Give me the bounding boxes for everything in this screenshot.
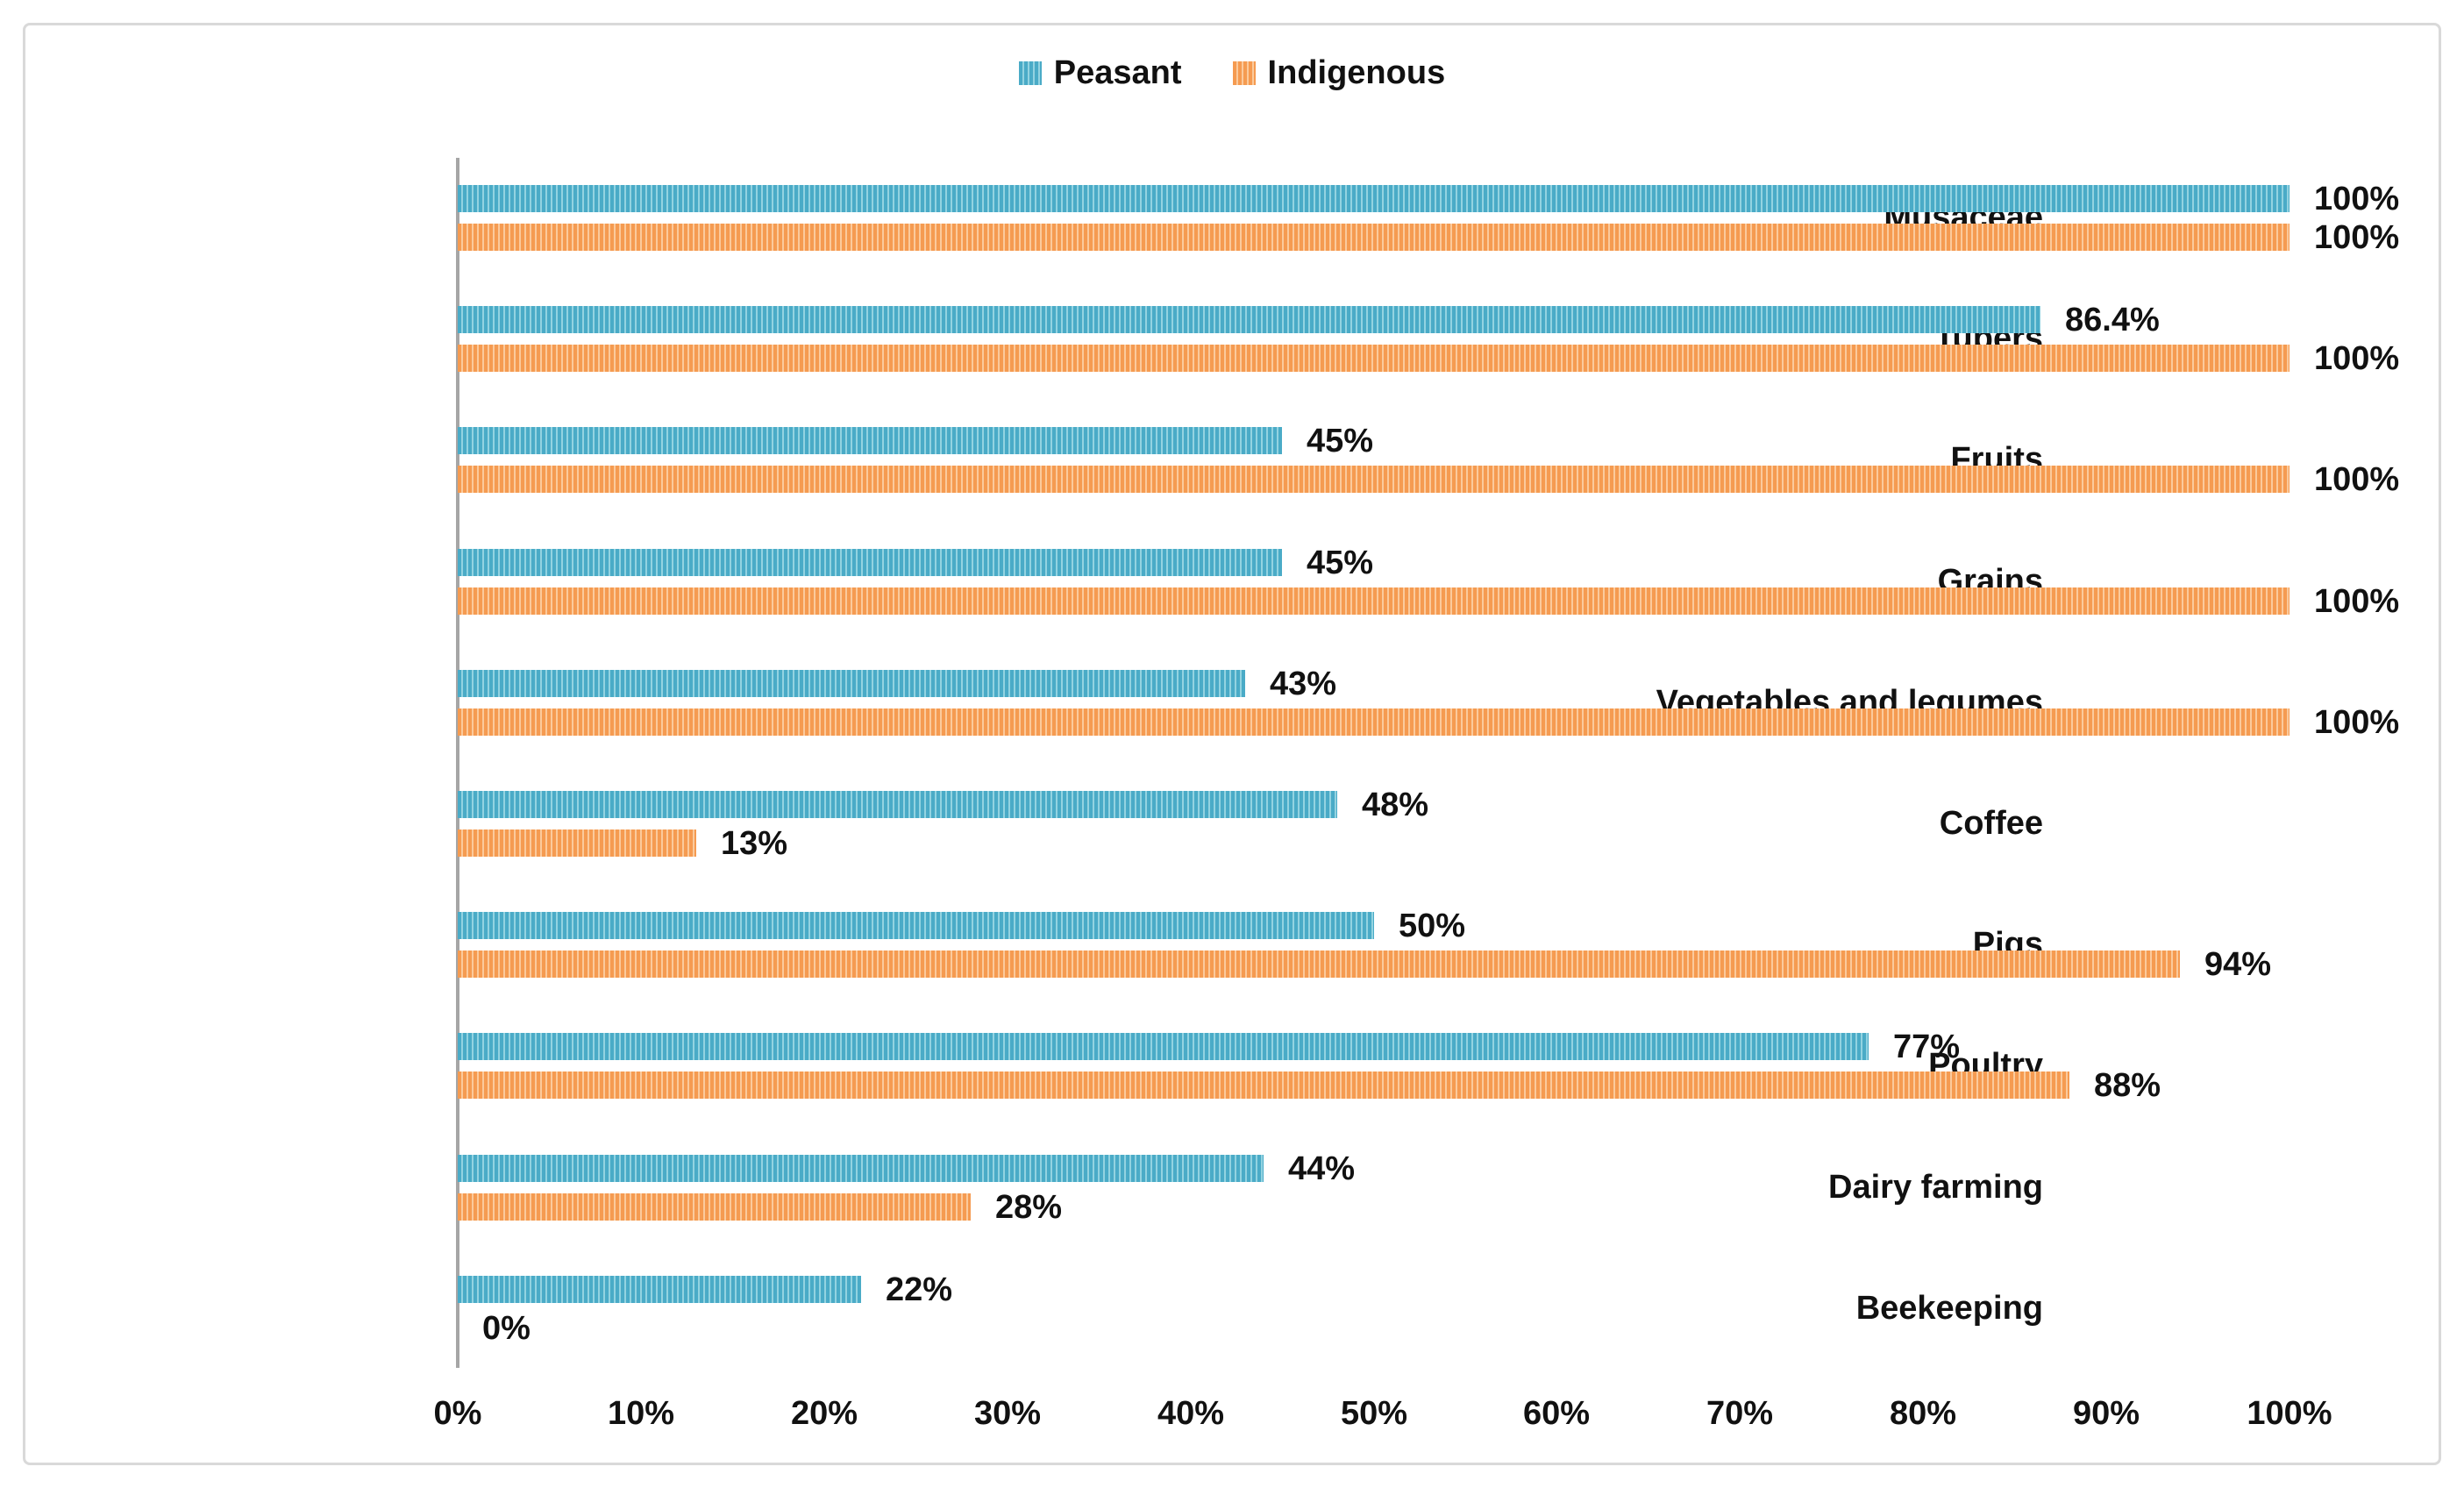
peasant-bar [458, 549, 1282, 576]
x-axis-tick-label: 10% [607, 1395, 675, 1432]
peasant-bar [458, 185, 2290, 212]
value-label: 44% [1288, 1150, 1356, 1187]
indigenous-bar [458, 708, 2290, 736]
x-axis-tick-label: 100% [2247, 1395, 2332, 1432]
value-label: 100% [2314, 219, 2400, 256]
peasant-bar [458, 670, 1245, 697]
value-label: 100% [2314, 181, 2400, 217]
indigenous-bar [458, 950, 2180, 978]
value-label: 45% [1307, 545, 1374, 581]
value-label: 13% [721, 825, 788, 862]
y-axis-line [456, 158, 459, 1368]
indigenous-bar [458, 466, 2290, 493]
peasant-swatch-icon [1018, 61, 1042, 85]
indigenous-bar [458, 587, 2290, 615]
legend-item-indigenous[interactable]: Indigenous [1232, 54, 1446, 92]
value-label: 22% [886, 1271, 953, 1308]
chart-border [23, 23, 2441, 1465]
x-axis-tick-label: 30% [973, 1395, 1042, 1432]
value-label: 100% [2314, 461, 2400, 498]
x-axis-tick-label: 20% [790, 1395, 858, 1432]
x-axis-tick-label: 0% [433, 1395, 482, 1432]
indigenous-swatch-icon [1232, 61, 1256, 85]
legend-item-peasant[interactable]: Peasant [1018, 54, 1182, 92]
value-label: 0% [482, 1310, 531, 1347]
value-label: 88% [2094, 1067, 2161, 1104]
legend-label-indigenous: Indigenous [1267, 54, 1446, 91]
value-label: 77% [1893, 1029, 1961, 1065]
value-label: 100% [2314, 340, 2400, 377]
value-label: 100% [2314, 704, 2400, 741]
x-axis-tick-label: 60% [1522, 1395, 1591, 1432]
peasant-bar [458, 1033, 1869, 1060]
peasant-bar [458, 912, 1374, 939]
peasant-bar [458, 1155, 1264, 1182]
value-label: 50% [1399, 908, 1466, 944]
x-axis-tick-label: 90% [2072, 1395, 2140, 1432]
category-label: Beekeeping [1855, 1290, 2043, 1327]
category-label: Dairy farming [1828, 1169, 2043, 1206]
peasant-bar [458, 1276, 861, 1303]
indigenous-bar [458, 345, 2290, 372]
x-axis-tick-label: 40% [1157, 1395, 1225, 1432]
value-label: 86.4% [2065, 302, 2160, 338]
indigenous-bar [458, 224, 2290, 251]
peasant-bar [458, 791, 1337, 818]
x-axis-tick-label: 70% [1706, 1395, 1774, 1432]
indigenous-bar [458, 1072, 2069, 1099]
value-label: 28% [995, 1189, 1063, 1226]
x-axis-tick-label: 80% [1889, 1395, 1957, 1432]
value-label: 94% [2204, 946, 2272, 983]
peasant-bar [458, 427, 1282, 454]
category-label: Coffee [1939, 805, 2043, 842]
peasant-bar [458, 306, 2040, 333]
indigenous-bar [458, 829, 696, 857]
indigenous-bar [458, 1193, 971, 1221]
value-label: 45% [1307, 423, 1374, 459]
x-axis-tick-label: 50% [1340, 1395, 1408, 1432]
value-label: 43% [1270, 666, 1337, 702]
value-label: 100% [2314, 583, 2400, 620]
value-label: 48% [1362, 787, 1429, 823]
legend-label-peasant: Peasant [1053, 54, 1182, 91]
legend: Peasant Indigenous [0, 54, 2464, 92]
